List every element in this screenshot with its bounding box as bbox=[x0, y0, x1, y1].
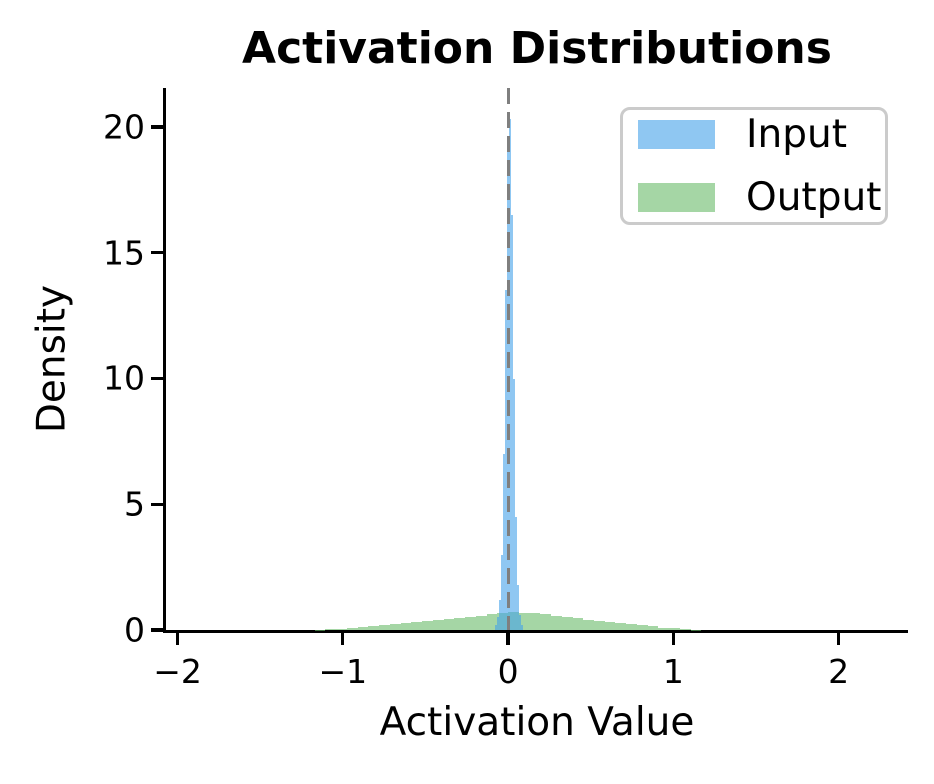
hist-bar-output bbox=[604, 622, 616, 630]
x-tick-label: 1 bbox=[662, 652, 684, 691]
hist-bar-output bbox=[626, 624, 637, 630]
hist-bar-output bbox=[540, 614, 552, 630]
hist-bar-input bbox=[505, 290, 508, 630]
hist-bar-input bbox=[499, 599, 502, 630]
hist-bar-output bbox=[346, 627, 358, 630]
y-tick-label: 15 bbox=[103, 233, 145, 273]
hist-bar-output bbox=[690, 629, 702, 630]
legend-item-input: Input bbox=[638, 115, 885, 154]
x-tick-mark bbox=[506, 633, 510, 646]
y-tick-label: 10 bbox=[103, 358, 145, 398]
y-tick-label: 0 bbox=[124, 610, 145, 650]
y-tick-mark bbox=[150, 628, 163, 632]
hist-bar-input bbox=[511, 215, 514, 630]
hist-bar-output bbox=[454, 618, 466, 630]
hist-bar-input bbox=[497, 617, 500, 630]
hist-bar-output bbox=[572, 618, 584, 630]
hist-bar-input bbox=[495, 624, 498, 630]
hist-bar-input bbox=[520, 624, 523, 630]
hist-bar-output bbox=[658, 627, 670, 630]
hist-bar-input bbox=[503, 453, 506, 630]
y-tick-mark bbox=[150, 251, 163, 255]
hist-bar-output bbox=[475, 615, 487, 630]
hist-bar-output bbox=[314, 629, 326, 630]
hist-bar-output bbox=[669, 628, 680, 630]
y-axis-label: Density bbox=[29, 284, 75, 434]
y-tick-label: 5 bbox=[124, 484, 145, 524]
hist-bar-output bbox=[486, 614, 498, 630]
hist-bar-input bbox=[515, 516, 517, 630]
legend-item-output: Output bbox=[638, 178, 885, 217]
hist-bar-output bbox=[518, 612, 530, 630]
hist-bar-output bbox=[443, 619, 455, 630]
hist-bar-output bbox=[422, 621, 433, 630]
hist-bar-output bbox=[336, 628, 347, 630]
zero-reference-line bbox=[506, 88, 510, 630]
hist-bar-output bbox=[400, 623, 412, 630]
hist-bar-output bbox=[325, 629, 337, 630]
hist-bar-output bbox=[465, 616, 476, 630]
legend-label-input: Input bbox=[746, 112, 847, 157]
y-axis-spine bbox=[162, 88, 166, 633]
hist-bar-output bbox=[561, 616, 573, 630]
hist-bar-output bbox=[529, 613, 541, 630]
legend-box: Input Output bbox=[620, 107, 888, 225]
hist-bar-output bbox=[594, 620, 605, 630]
hist-bar-output bbox=[411, 622, 423, 630]
x-tick-label: 2 bbox=[828, 652, 850, 691]
legend-swatch-input bbox=[638, 120, 715, 149]
x-tick-label: 0 bbox=[497, 652, 519, 691]
x-tick-mark bbox=[671, 633, 675, 646]
hist-bar-output bbox=[583, 619, 594, 630]
chart-title: Activation Distributions bbox=[242, 23, 832, 74]
hist-bar-output bbox=[647, 626, 659, 630]
hist-bar-input bbox=[501, 554, 504, 630]
legend-swatch-output bbox=[638, 183, 715, 212]
hist-bar-input bbox=[513, 378, 515, 630]
hist-bar-output bbox=[368, 626, 380, 630]
x-tick-mark bbox=[836, 633, 841, 646]
x-tick-mark bbox=[175, 633, 180, 646]
x-tick-label: −2 bbox=[153, 652, 202, 691]
hist-bar-output bbox=[379, 625, 390, 630]
hist-bar-input bbox=[517, 584, 519, 630]
hist-bar-output bbox=[551, 615, 562, 630]
hist-bar-output bbox=[636, 625, 648, 630]
y-tick-mark bbox=[150, 502, 163, 506]
x-tick-mark bbox=[341, 633, 345, 646]
y-tick-mark bbox=[150, 125, 163, 129]
x-tick-label: −1 bbox=[318, 652, 368, 691]
hist-bar-output bbox=[432, 620, 444, 630]
hist-bar-input bbox=[509, 119, 512, 630]
y-tick-label: 20 bbox=[103, 107, 145, 147]
hist-bar-output bbox=[357, 626, 369, 630]
x-axis-spine bbox=[162, 630, 908, 634]
legend-label-output: Output bbox=[746, 175, 882, 220]
hist-bar-output bbox=[615, 623, 627, 630]
hist-bar-output bbox=[679, 629, 691, 630]
x-axis-label: Activation Value bbox=[379, 700, 695, 745]
plot-area bbox=[166, 88, 908, 630]
hist-bar-input bbox=[518, 614, 521, 630]
y-tick-mark bbox=[150, 376, 163, 381]
hist-bar-output bbox=[389, 624, 401, 630]
